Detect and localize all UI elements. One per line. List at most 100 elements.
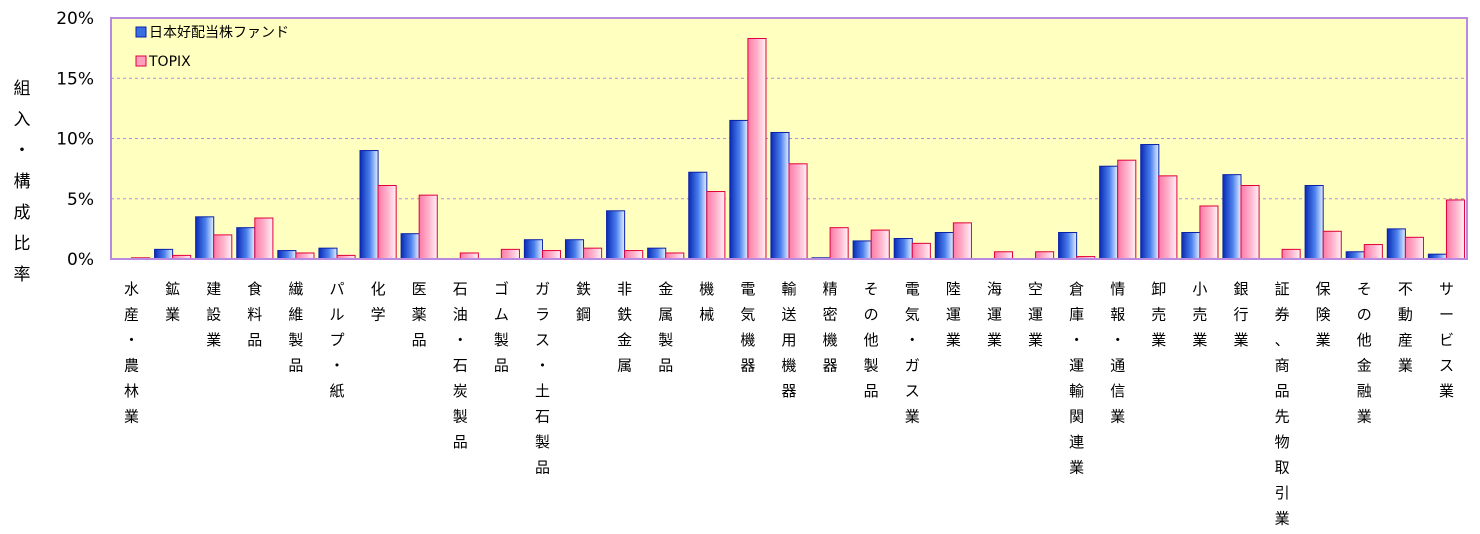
x-category-char: 気 xyxy=(740,306,755,324)
y-tick-label: 5% xyxy=(67,190,94,210)
x-category-char: 品 xyxy=(535,459,550,477)
bar-topix xyxy=(1363,244,1383,260)
x-category-label: 小売業 xyxy=(1192,280,1207,349)
x-category-char: 製 xyxy=(658,331,673,349)
x-category-char: 業 xyxy=(1439,382,1454,400)
bar-topix xyxy=(1199,205,1219,260)
x-category-char: 品 xyxy=(288,357,303,375)
x-category-char: 小 xyxy=(1192,280,1207,298)
x-category-label: 鉄鋼 xyxy=(576,280,591,324)
x-category-char: 運 xyxy=(1069,357,1084,375)
legend-swatch xyxy=(135,26,147,38)
x-category-char: 器 xyxy=(740,357,755,375)
x-category-char: 業 xyxy=(1069,459,1084,477)
x-category-label: 化学 xyxy=(371,280,386,324)
x-category-char: 石 xyxy=(535,408,550,426)
x-category-char: 機 xyxy=(740,331,755,349)
x-category-char: 業 xyxy=(1028,331,1043,349)
x-category-char: ス xyxy=(535,331,550,349)
bar-fund xyxy=(523,239,543,260)
bar-fund xyxy=(1181,231,1201,260)
bar-fund xyxy=(688,171,708,260)
bar-topix xyxy=(500,248,520,260)
x-category-char: パ xyxy=(329,280,344,298)
y-axis-label-char: 組 xyxy=(14,79,31,99)
x-category-char: 金 xyxy=(658,280,673,298)
x-category-label: 保険業 xyxy=(1316,280,1331,349)
x-category-char: 建 xyxy=(206,280,221,298)
x-category-char: 物 xyxy=(1275,433,1290,451)
x-category-char: 金 xyxy=(617,331,632,349)
x-category-char: 業 xyxy=(946,331,961,349)
x-category-char: サ xyxy=(1439,280,1454,298)
x-category-char: 運 xyxy=(946,306,961,324)
x-category-char: 食 xyxy=(247,280,262,298)
x-category-char: ・ xyxy=(905,331,920,349)
x-category-char: 品 xyxy=(864,382,879,400)
x-category-char: の xyxy=(1357,306,1372,324)
y-axis-label-char: 成 xyxy=(14,203,31,223)
x-category-char: 土 xyxy=(535,382,550,400)
x-category-char: 関 xyxy=(1069,408,1084,426)
bar-fund xyxy=(195,216,215,260)
y-axis-label-char: 構 xyxy=(14,172,31,192)
x-category-char: 証 xyxy=(1275,280,1290,298)
x-category-char: 業 xyxy=(1398,357,1413,375)
bar-topix xyxy=(1158,175,1178,260)
x-category-char: 他 xyxy=(1357,331,1372,349)
x-category-char: 報 xyxy=(1110,306,1125,324)
x-category-char: 器 xyxy=(823,357,838,375)
x-category-char: ガ xyxy=(905,357,920,375)
x-category-char: 設 xyxy=(206,306,221,324)
x-category-label: 機械 xyxy=(699,280,714,324)
bar-fund xyxy=(1140,144,1160,260)
bar-topix xyxy=(1281,248,1301,260)
bar-topix xyxy=(911,242,931,260)
x-category-char: 業 xyxy=(1357,408,1372,426)
x-category-char: 品 xyxy=(494,357,509,375)
x-category-char: ビ xyxy=(1439,331,1454,349)
x-category-char: の xyxy=(864,306,879,324)
bar-topix xyxy=(213,234,233,260)
x-category-char: 業 xyxy=(1110,408,1125,426)
x-category-char: ガ xyxy=(535,280,550,298)
x-category-char: 炭 xyxy=(453,382,468,400)
x-category-char: 石 xyxy=(453,357,468,375)
x-category-char: 倉 xyxy=(1069,280,1084,298)
bar-fund xyxy=(236,227,256,260)
x-category-char: 陸 xyxy=(946,280,961,298)
x-category-char: 機 xyxy=(781,357,796,375)
bar-fund xyxy=(606,210,626,260)
x-category-char: 水 xyxy=(124,280,139,298)
x-category-label: 空運業 xyxy=(1028,280,1043,349)
x-category-char: 業 xyxy=(1192,331,1207,349)
x-category-char: 農 xyxy=(124,357,139,375)
legend-label: 日本好配当株ファンド xyxy=(149,25,289,41)
x-category-char: 業 xyxy=(1151,331,1166,349)
x-category-char: 鋼 xyxy=(576,306,591,324)
x-category-char: 品 xyxy=(1275,382,1290,400)
x-category-char: 品 xyxy=(247,331,262,349)
x-category-char: 気 xyxy=(905,306,920,324)
x-category-char: 銀 xyxy=(1233,280,1248,298)
x-category-char: 料 xyxy=(247,306,262,324)
x-category-label: 鉱業 xyxy=(165,280,180,324)
x-category-char: ・ xyxy=(1110,331,1125,349)
y-axis-ticks: 0% 5% 10% 15% 20% xyxy=(56,9,94,270)
x-category-label: 銀行業 xyxy=(1233,280,1248,349)
x-category-char: 不 xyxy=(1398,280,1413,298)
x-category-char: 他 xyxy=(864,331,879,349)
x-category-char: 鉄 xyxy=(617,306,632,324)
y-axis-label-char: ・ xyxy=(14,141,31,161)
x-category-label: パルプ・紙 xyxy=(329,280,344,400)
x-category-char: 精 xyxy=(823,280,838,298)
x-category-char: 売 xyxy=(1192,306,1207,324)
x-category-char: 輸 xyxy=(781,280,796,298)
bar-fund xyxy=(770,131,790,260)
y-tick-label: 20% xyxy=(56,9,94,29)
